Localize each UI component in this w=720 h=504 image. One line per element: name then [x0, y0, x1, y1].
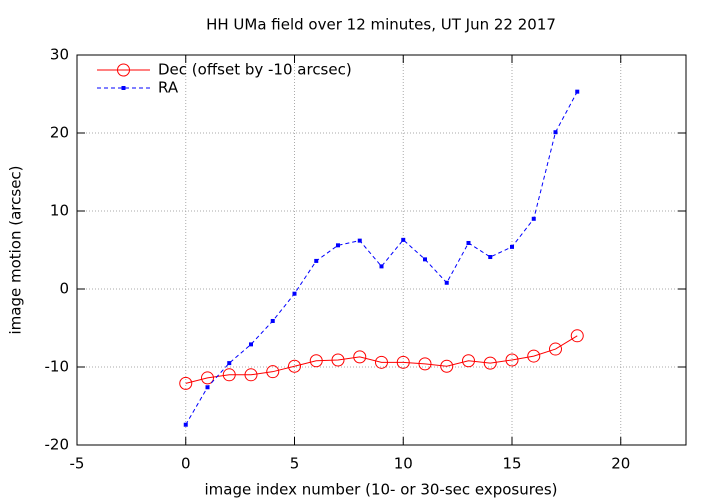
- y-tick-label: 0: [59, 280, 69, 298]
- data-point: [401, 237, 406, 242]
- data-point: [549, 342, 562, 356]
- data-point: [249, 342, 253, 347]
- data-point: [266, 365, 280, 379]
- data-point: [423, 257, 427, 262]
- data-point: [227, 361, 232, 366]
- data-point: [309, 354, 323, 368]
- data-point: [531, 216, 536, 221]
- data-point: [244, 368, 258, 382]
- data-point: [396, 355, 410, 369]
- x-tick-label: 0: [181, 455, 191, 473]
- legend-label: RA: [158, 79, 179, 97]
- y-tick-label: -20: [45, 436, 70, 454]
- data-point: [505, 353, 519, 367]
- data-point: [462, 354, 475, 368]
- legend-marker: [121, 86, 126, 90]
- legend-label: Dec (offset by -10 arcsec): [158, 61, 352, 79]
- chart-title: HH UMa field over 12 minutes, UT Jun 22 …: [206, 16, 556, 34]
- x-tick-label: -5: [70, 455, 85, 473]
- data-point: [570, 329, 584, 343]
- plot-border: [76, 54, 687, 446]
- data-point: [292, 291, 297, 296]
- data-point: [353, 350, 367, 364]
- data-point: [527, 349, 541, 363]
- data-point: [201, 371, 214, 385]
- x-tick-label: 5: [290, 455, 300, 473]
- data-point: [179, 376, 193, 390]
- y-tick-label: -10: [45, 358, 70, 376]
- x-tick-label: 10: [394, 455, 413, 473]
- data-point: [288, 359, 301, 373]
- data-point: [444, 280, 449, 285]
- data-point: [466, 240, 471, 245]
- data-point: [205, 385, 210, 390]
- x-axis-label: image index number (10- or 30-sec exposu…: [205, 481, 558, 499]
- data-point: [331, 353, 345, 367]
- data-point: [440, 359, 454, 373]
- y-tick-label: 30: [50, 46, 69, 64]
- data-point: [222, 368, 236, 382]
- data-point: [488, 255, 493, 260]
- data-point: [357, 238, 362, 243]
- data-point: [375, 355, 388, 369]
- data-point: [553, 130, 558, 135]
- data-point: [575, 89, 580, 94]
- legend-marker: [117, 63, 130, 77]
- data-point: [314, 258, 319, 263]
- y-axis-label: image motion (arcsec): [7, 165, 25, 334]
- x-tick-label: 15: [502, 455, 521, 473]
- x-tick-label: 20: [611, 455, 630, 473]
- data-point: [510, 244, 514, 249]
- data-point: [483, 356, 497, 370]
- data-point: [336, 243, 340, 248]
- data-point: [183, 422, 188, 427]
- y-tick-label: 10: [50, 202, 69, 220]
- series-line: [185, 335, 578, 384]
- data-point: [379, 264, 384, 269]
- data-point: [418, 357, 432, 371]
- data-point: [270, 318, 275, 323]
- y-tick-label: 20: [50, 124, 69, 142]
